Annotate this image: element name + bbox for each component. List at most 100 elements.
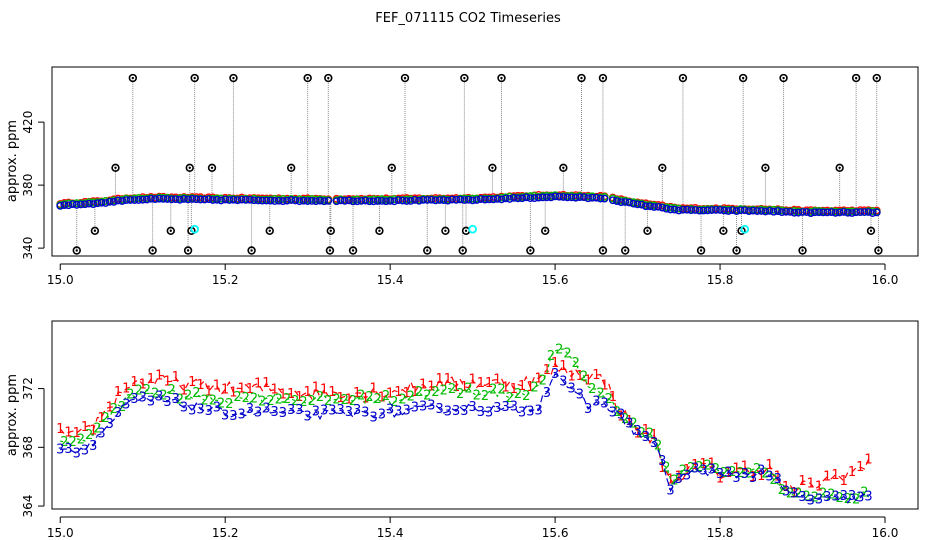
series-2-marker: 2 — [753, 462, 761, 477]
series-1-marker: 1 — [864, 452, 872, 467]
series-2-marker: 2 — [580, 369, 588, 384]
series-3-point — [514, 194, 522, 203]
series-1-marker: 1 — [287, 387, 295, 402]
series-1-marker: 1 — [353, 386, 361, 401]
top-panel: 15.0 15.2 15.4 15.6 15.8 16.0 340 380 420 approx… — [5, 66, 919, 287]
outlier-point-center — [403, 76, 407, 80]
series-1-marker: 1 — [386, 386, 394, 401]
series-3-point — [485, 195, 494, 204]
series-1-marker: 1 — [741, 460, 749, 475]
outlier-point — [874, 246, 883, 255]
series-3-point — [357, 196, 366, 205]
series-1-marker: 1 — [460, 380, 468, 395]
bottom-x-tick-label: 15.6 — [542, 526, 569, 540]
series-3-point — [279, 197, 287, 205]
series-3-marker: 3 — [196, 402, 204, 417]
series-3-marker: 3 — [774, 472, 782, 487]
series-1-marker: 1 — [840, 474, 848, 489]
series-3-marker: 3 — [551, 367, 559, 382]
series-3-marker: 3 — [328, 403, 336, 418]
series-3-point — [658, 203, 667, 212]
top-y-tick-label: 420 — [21, 111, 35, 134]
bottom-x-tick-label: 15.8 — [707, 526, 734, 540]
series-3-point — [349, 197, 357, 206]
series-3-point — [93, 199, 102, 208]
series-3-point — [332, 197, 341, 206]
series-3-point — [641, 202, 650, 211]
series-3-marker: 3 — [229, 409, 237, 424]
series-1-marker: 1 — [807, 477, 815, 492]
series-2-line — [60, 348, 869, 501]
outlier-point — [348, 246, 358, 255]
series-3-point — [237, 195, 246, 204]
series-3-marker: 3 — [411, 400, 419, 415]
series-1-marker: 1 — [394, 385, 402, 400]
series-3-marker: 3 — [798, 490, 806, 505]
series-2-marker: 2 — [646, 426, 654, 441]
outlier-point — [541, 226, 550, 236]
series-3-point — [608, 196, 617, 205]
series-3-point — [307, 196, 316, 205]
flagged-point — [740, 224, 750, 234]
series-3-point — [270, 197, 279, 205]
series-3-point — [64, 201, 73, 210]
outlier-point-center — [491, 166, 494, 169]
outlier-point-center — [463, 76, 466, 80]
series-3-point — [225, 196, 234, 204]
bottom-y-axis-label: approx. ppm — [5, 374, 20, 456]
outlier-point-center — [131, 76, 135, 80]
series-3-point — [316, 196, 324, 205]
series-3-point — [753, 207, 762, 215]
series-1-marker: 1 — [559, 359, 567, 374]
series-1-marker: 1 — [271, 383, 279, 398]
series-3-point — [85, 199, 94, 208]
series-3-point — [823, 208, 832, 217]
series-3-point — [571, 193, 580, 202]
outlier-point-center — [75, 249, 78, 252]
series-1-marker: 1 — [584, 373, 592, 388]
series-3-point — [464, 195, 473, 204]
outlier-point — [441, 226, 450, 236]
series-3-marker: 3 — [97, 427, 105, 442]
series-2-marker: 2 — [151, 386, 159, 401]
outlier-point — [559, 163, 568, 173]
series-1-marker: 1 — [262, 376, 270, 391]
outlier-point-center — [93, 229, 97, 232]
outlier-point-center — [250, 249, 253, 252]
series-3-point — [699, 206, 708, 215]
outlier-point-center — [329, 229, 332, 232]
series-1-marker: 1 — [716, 472, 724, 487]
series-3-marker: 3 — [188, 404, 196, 419]
series-3-marker: 3 — [64, 442, 72, 457]
series-3-point — [406, 196, 415, 205]
series-1-marker: 1 — [493, 373, 501, 388]
series-3-marker: 3 — [172, 392, 180, 407]
outlier-point — [678, 73, 688, 83]
series-3-marker: 3 — [749, 471, 757, 486]
outlier-point-center — [232, 76, 235, 80]
series-3-point — [246, 195, 254, 204]
series-3-marker: 3 — [238, 407, 246, 422]
series-3-point — [101, 199, 110, 207]
series-3-marker: 3 — [559, 375, 567, 390]
series-3-point — [175, 195, 184, 204]
series-2-marker: 2 — [266, 394, 274, 409]
series-2-marker: 2 — [530, 380, 538, 395]
series-2-marker: 2 — [101, 411, 109, 426]
series-3-marker: 3 — [370, 411, 378, 426]
series-3-marker: 3 — [658, 454, 666, 469]
series-3-marker: 3 — [864, 490, 872, 505]
series-2-marker: 2 — [431, 385, 439, 400]
outlier-point — [185, 163, 194, 173]
series-2-marker: 2 — [440, 383, 448, 398]
outlier-point-center — [877, 249, 880, 252]
series-3-point — [575, 193, 584, 202]
series-3-point — [188, 195, 197, 203]
series-2-marker: 2 — [728, 465, 736, 480]
series-2-marker: 2 — [176, 392, 184, 407]
series-3-marker: 3 — [320, 403, 328, 418]
series-3-point — [373, 197, 382, 205]
series-2-marker: 2 — [341, 393, 349, 408]
top-x-tick-label: 15.8 — [707, 273, 734, 287]
series-3-point — [864, 208, 873, 216]
